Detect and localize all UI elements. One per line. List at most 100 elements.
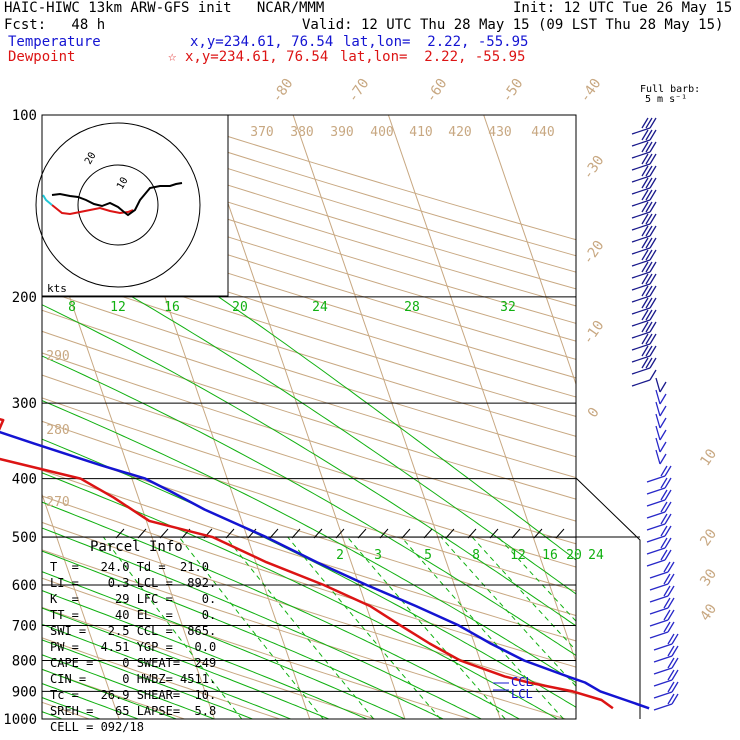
isotherm-line bbox=[292, 115, 501, 719]
wind-barb-feather bbox=[645, 321, 653, 333]
hodograph-trace-upper bbox=[51, 182, 183, 217]
moist-adiabat-label: 16 bbox=[164, 300, 180, 315]
wind-barb bbox=[646, 525, 672, 543]
wind-barb-staff bbox=[655, 389, 661, 405]
wind-barb-feather bbox=[660, 501, 668, 513]
wind-barb-feather bbox=[645, 213, 653, 225]
hodograph-ring-label: 10 bbox=[115, 176, 131, 192]
pressure-tick-label: 900 bbox=[12, 684, 37, 700]
theta-label: 270 bbox=[46, 495, 69, 510]
wind-barb-feather bbox=[671, 693, 679, 705]
isotherm-label: -50 bbox=[499, 76, 527, 106]
dewpoint-star-icon: ☆ bbox=[168, 49, 177, 65]
wind-barb-feather bbox=[649, 309, 657, 321]
wind-barb bbox=[631, 213, 657, 231]
wind-barb-staff bbox=[631, 343, 651, 351]
wind-barb-feather bbox=[645, 201, 653, 213]
wind-barb-feather bbox=[645, 249, 653, 261]
wind-barb-feather bbox=[649, 285, 657, 297]
wind-barb-staff bbox=[655, 401, 661, 417]
wind-barb-feather bbox=[645, 129, 653, 141]
wind-barb-feather bbox=[671, 681, 679, 693]
mixing-ratio-line bbox=[401, 536, 564, 719]
wind-barb-feather bbox=[667, 657, 675, 669]
wind-barb bbox=[631, 225, 657, 243]
wind-barb-feather bbox=[667, 585, 675, 597]
header-fcst: Fcst: 48 h bbox=[4, 17, 106, 33]
wind-barb-feather bbox=[667, 597, 675, 609]
wind-barb-feather bbox=[649, 153, 657, 165]
wind-barb-feather bbox=[664, 525, 672, 537]
wind-barb-staff bbox=[631, 247, 651, 255]
wind-barb-feather bbox=[649, 333, 657, 345]
wind-barb-staff bbox=[631, 175, 651, 183]
wind-barb-feather bbox=[649, 225, 657, 237]
moist-adiabat-line bbox=[42, 607, 329, 719]
wind-barb bbox=[631, 273, 657, 291]
isotherm-line bbox=[102, 115, 311, 719]
mixing-ratio-label: 3 bbox=[374, 548, 382, 563]
wind-barb-staff bbox=[631, 139, 651, 147]
wind-barb-staff bbox=[646, 547, 666, 555]
moist-adiabat-label: 24 bbox=[312, 300, 328, 315]
hatch-mark bbox=[225, 528, 235, 539]
hatch-mark bbox=[423, 528, 433, 539]
hatch-mark bbox=[247, 528, 257, 539]
wind-barb-feather bbox=[664, 477, 672, 489]
hatch-mark bbox=[291, 528, 301, 539]
wind-barb-feather bbox=[660, 477, 668, 489]
wind-barb bbox=[646, 549, 672, 567]
wind-barb-feather bbox=[663, 561, 671, 573]
mixing-ratio-line bbox=[178, 536, 324, 719]
dry-adiabat-line bbox=[42, 193, 576, 360]
temperature-xy: x,y=234.61, 76.54 bbox=[190, 34, 334, 50]
temperature-series-line bbox=[0, 430, 650, 710]
wind-barb-feather bbox=[667, 669, 675, 681]
wind-barb-staff bbox=[655, 437, 661, 453]
wind-barb-staff bbox=[631, 223, 651, 231]
theta-label: 440 bbox=[531, 125, 554, 140]
mixing-ratio-label: 8 bbox=[472, 548, 480, 563]
moist-adiabat-label: 20 bbox=[232, 300, 248, 315]
wind-barb-feather bbox=[645, 261, 653, 273]
wind-barb-feather bbox=[645, 333, 653, 345]
wind-barb-feather bbox=[645, 345, 653, 357]
wind-barb-feather bbox=[641, 225, 649, 237]
wind-barb bbox=[646, 489, 672, 507]
moist-adiabat-label: 8 bbox=[68, 300, 76, 315]
wind-barb-feather bbox=[641, 309, 649, 321]
dry-adiabat-line bbox=[42, 606, 377, 719]
hatch-mark bbox=[357, 528, 367, 539]
dry-adiabat-line bbox=[42, 495, 576, 668]
wind-barb-feather bbox=[649, 345, 657, 357]
wind-barb bbox=[631, 333, 657, 351]
wind-barb-feather bbox=[664, 513, 672, 525]
wind-barb-staff bbox=[631, 295, 651, 303]
wind-barb bbox=[631, 129, 657, 147]
mixing-ratio-label: 20 bbox=[566, 548, 582, 563]
wind-barb-feather bbox=[663, 621, 671, 633]
wind-barb-staff bbox=[649, 631, 669, 639]
wind-barb-staff bbox=[653, 655, 673, 663]
wind-barb-feather bbox=[659, 453, 667, 465]
wind-barb bbox=[655, 437, 667, 453]
dry-adiabat-line bbox=[42, 269, 576, 437]
dewpoint-series-line bbox=[0, 418, 614, 710]
hatch-mark bbox=[489, 528, 499, 539]
hatch-mark bbox=[335, 528, 345, 539]
wind-barb-staff bbox=[631, 127, 651, 135]
isotherm-label: 10 bbox=[697, 446, 720, 469]
wind-barb-staff bbox=[631, 259, 651, 267]
wind-barb-feather bbox=[645, 273, 653, 285]
wind-barb-feather bbox=[659, 417, 667, 429]
wind-barb-feather bbox=[660, 489, 668, 501]
wind-barb-staff bbox=[646, 559, 666, 567]
wind-barb-staff bbox=[646, 487, 666, 495]
wind-barb-feather bbox=[641, 273, 649, 285]
wind-barb-feather bbox=[663, 609, 671, 621]
moist-adiabat-line bbox=[131, 296, 576, 595]
pressure-tick-label: 1000 bbox=[3, 712, 37, 728]
wind-barb-feather bbox=[649, 213, 657, 225]
